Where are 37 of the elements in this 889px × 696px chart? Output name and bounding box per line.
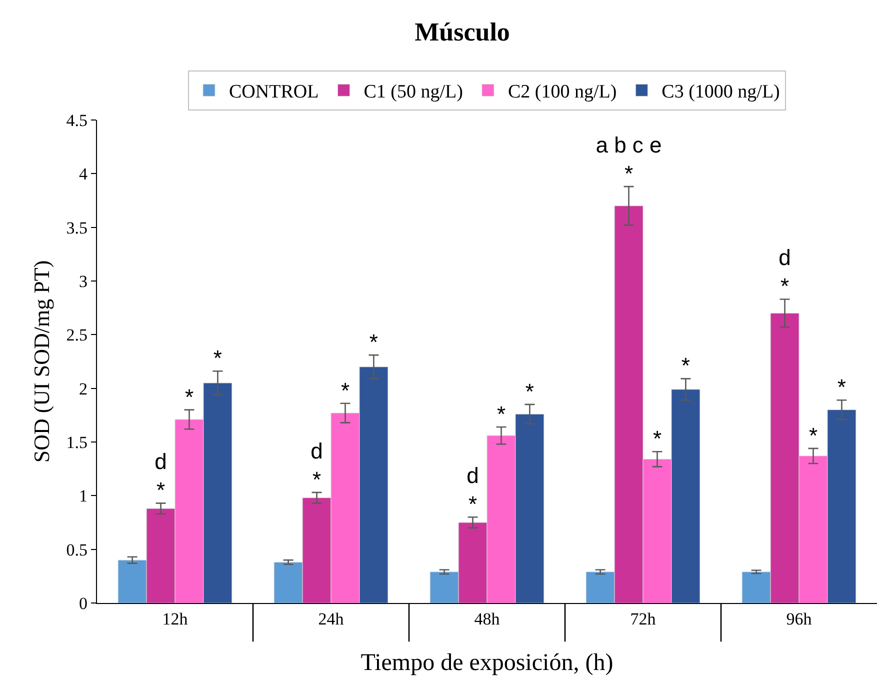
data-label: *: [340, 378, 350, 403]
x-tick-label: 72h: [630, 610, 656, 629]
data-label: *: [496, 401, 506, 426]
x-axis-title: Tiempo de exposición, (h): [360, 650, 614, 676]
y-tick-label: 4.5: [66, 110, 88, 130]
data-label: d *: [778, 245, 791, 299]
chart-title: Músculo: [414, 17, 510, 46]
y-tick-label: 3.5: [66, 218, 88, 238]
y-tick-label: 2: [78, 379, 88, 398]
x-tick-label: 96h: [786, 610, 812, 629]
y-tick-label: 0.5: [66, 540, 88, 560]
data-label: *: [681, 353, 690, 378]
legend-label: C2 (100 ng/L): [508, 82, 617, 103]
data-label: *: [213, 346, 222, 371]
data-label: d *: [466, 463, 479, 517]
data-label: *: [652, 426, 662, 452]
legend-label: CONTROL: [229, 82, 319, 103]
data-label: *: [369, 330, 378, 355]
legend-label: C1 (50 ng/L): [364, 82, 463, 103]
data-label: *: [837, 374, 846, 400]
x-tick-label: 24h: [318, 610, 344, 629]
y-tick-label: 3: [78, 272, 88, 291]
data-label: d *: [154, 449, 167, 503]
y-tick-label: 4: [78, 164, 88, 184]
y-tick-label: 1: [78, 486, 88, 506]
data-label: *: [525, 378, 534, 404]
y-tick-label: 1.5: [66, 432, 88, 452]
y-tick-label: 0: [78, 594, 88, 613]
data-label: *: [184, 384, 194, 410]
y-axis-title: SOD (UI SOD/mg PT): [29, 260, 54, 463]
data-label: d *: [310, 438, 323, 492]
legend-label: C3 (1000 ng/L): [662, 82, 780, 103]
data-label: *: [808, 422, 818, 448]
x-tick-label: 48h: [474, 610, 500, 629]
data-label: a b c e *: [596, 132, 662, 186]
x-tick-label: 12h: [162, 610, 188, 629]
y-tick-label: 2.5: [66, 326, 88, 345]
